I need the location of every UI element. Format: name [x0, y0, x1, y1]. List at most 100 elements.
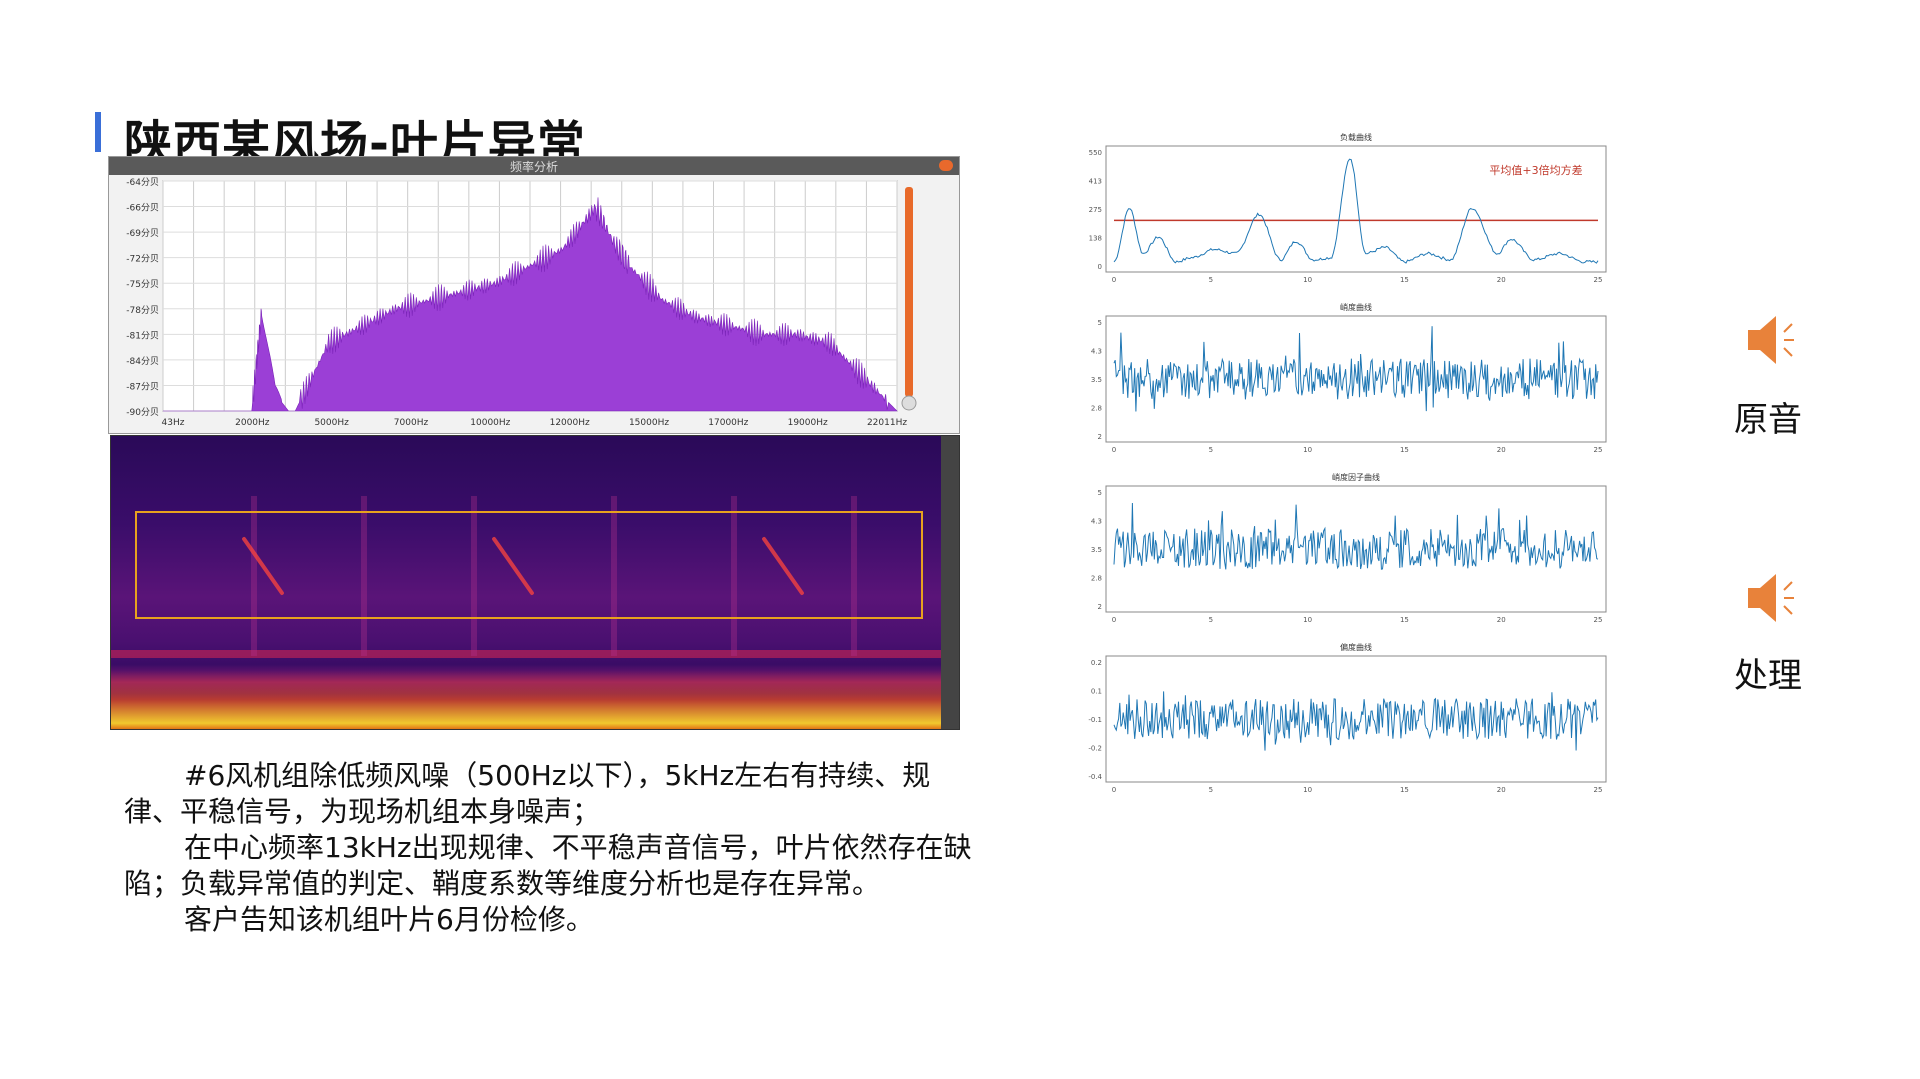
y-tick-label: 2.8	[1091, 575, 1102, 583]
y-tick-label: 0.2	[1091, 659, 1102, 667]
y-tick-label: -69分贝	[126, 228, 159, 239]
spectrogram-stripe	[851, 496, 857, 656]
x-tick-label: 5000Hz	[314, 418, 349, 428]
x-tick-label: 25	[1594, 616, 1603, 624]
y-tick-label: 275	[1089, 206, 1102, 214]
spectrogram-scale	[941, 436, 959, 729]
chart-title: 偏度曲线	[1340, 642, 1372, 652]
y-tick-label: -66分贝	[126, 203, 159, 214]
close-icon[interactable]	[939, 160, 953, 171]
x-tick-label: 5	[1209, 616, 1213, 624]
spectrogram-band	[111, 650, 959, 658]
chart-title: 负载曲线	[1340, 132, 1372, 142]
x-tick-label: 0	[1112, 276, 1116, 284]
speaker-icon	[1748, 316, 1794, 364]
spectrogram-stripe	[471, 496, 477, 656]
y-tick-label: 4.3	[1091, 348, 1102, 356]
y-tick-label: -81分贝	[126, 330, 159, 341]
original-audio-label: 原音	[1734, 400, 1802, 440]
frequency-analysis-window: 频率分析 -64分贝 -66分贝 -69分贝 -72分贝 -75分贝 -78分贝 -81分贝…	[108, 156, 960, 434]
x-tick-label: 15	[1400, 446, 1409, 454]
y-tick-label: -0.1	[1088, 716, 1102, 724]
x-tick-label: 5	[1209, 786, 1213, 794]
x-tick-label: 2000Hz	[235, 418, 270, 428]
y-tick-label: 3.5	[1091, 376, 1102, 384]
y-tick-label: 5	[1098, 489, 1102, 497]
y-tick-label: 2.8	[1091, 405, 1102, 413]
x-tick-label: 10000Hz	[470, 418, 510, 428]
x-tick-label: 12000Hz	[550, 418, 590, 428]
x-tick-label: 15000Hz	[629, 418, 669, 428]
y-tick-label: 5	[1098, 319, 1102, 327]
original-audio-button[interactable]	[1742, 310, 1802, 370]
description-text: #6风机组除低频风噪（500Hz以下），5kHz左右有持续、规律、平稳信号，为现…	[124, 758, 984, 938]
x-tick-label: 20	[1497, 446, 1506, 454]
y-tick-label: 3.5	[1091, 546, 1102, 554]
y-tick-label: 0.1	[1091, 688, 1102, 696]
y-tick-label: 0	[1098, 263, 1102, 271]
x-tick-label: 10	[1303, 616, 1312, 624]
x-tick-label: 20	[1497, 276, 1506, 284]
series-line	[1113, 158, 1599, 264]
x-tick-label: 20	[1497, 786, 1506, 794]
chart-panel: 偏度曲线 -0.4 -0.2 -0.1 0.1 0.2 0 5 10 15 20 25	[1088, 642, 1607, 794]
processed-audio-button[interactable]	[1742, 568, 1802, 628]
x-tick-label: 25	[1594, 786, 1603, 794]
x-tick-label: 25	[1594, 446, 1603, 454]
y-tick-label: 550	[1089, 149, 1102, 157]
spectrum-chart: -64分贝 -66分贝 -69分贝 -72分贝 -75分贝 -78分贝 -81分贝 -84分贝…	[126, 177, 917, 428]
spectrogram-image	[110, 435, 960, 730]
plot-area	[1105, 145, 1607, 273]
y-tick-label: -64分贝	[126, 177, 159, 188]
anomaly-highlight-box	[135, 511, 923, 619]
y-tick-label: 4.3	[1091, 518, 1102, 526]
title-accent-bar	[95, 112, 101, 152]
processed-audio-label: 处理	[1734, 656, 1802, 696]
chart-panel: 负载曲线 0 138 275 413 550 0 5 10 15 20 25 平均值+3倍均方差	[1089, 132, 1607, 284]
y-tick-label: -0.2	[1088, 745, 1102, 753]
slider-handle	[901, 395, 917, 411]
x-tick-label: 7000Hz	[394, 418, 429, 428]
y-tick-label: -78分贝	[126, 305, 159, 316]
speaker-icon	[1748, 574, 1794, 622]
plot-area	[1105, 655, 1607, 783]
spectrogram-stripe	[361, 496, 367, 656]
chart-title: 峭度因子曲线	[1332, 472, 1380, 482]
description-line: #6风机组除低频风噪（500Hz以下），5kHz左右有持续、规律、平稳信号，为现…	[124, 759, 931, 828]
y-tick-label: -75分贝	[126, 279, 159, 290]
window-title: 频率分析	[509, 160, 558, 174]
spectrogram-stripe	[731, 496, 737, 656]
x-tick-label: 15	[1400, 276, 1409, 284]
spectrogram-stripe	[251, 496, 257, 656]
x-tick-label: 19000Hz	[788, 418, 828, 428]
x-tick-label: 43Hz	[162, 418, 185, 428]
y-tick-label: -87分贝	[126, 381, 159, 392]
y-tick-label: -72分贝	[126, 254, 159, 265]
y-tick-label: 2	[1098, 603, 1102, 611]
x-tick-label: 15	[1400, 616, 1409, 624]
spectrum-area	[163, 197, 898, 412]
x-tick-label: 5	[1209, 446, 1213, 454]
x-tick-label: 10	[1303, 276, 1312, 284]
spectrogram-stripe	[611, 496, 617, 656]
window-titlebar: 频率分析	[109, 157, 959, 175]
chart-title: 峭度曲线	[1340, 302, 1372, 312]
y-tick-label: 138	[1089, 235, 1102, 243]
y-tick-label: -0.4	[1088, 773, 1102, 781]
description-line: 在中心频率13kHz出现规律、不平稳声音信号，叶片依然存在缺陷；负载异常值的判定…	[124, 831, 972, 900]
y-tick-label: 2	[1098, 433, 1102, 441]
x-tick-label: 22011Hz	[867, 418, 907, 428]
x-tick-label: 0	[1112, 446, 1116, 454]
x-tick-label: 0	[1112, 616, 1116, 624]
chart-panel: 峭度曲线 2 2.8 3.5 4.3 5 0 5 10 15 20 25	[1091, 302, 1607, 454]
y-tick-label: 413	[1089, 178, 1102, 186]
x-tick-label: 10	[1303, 786, 1312, 794]
x-tick-label: 20	[1497, 616, 1506, 624]
series-line	[1113, 691, 1599, 751]
x-tick-label: 15	[1400, 786, 1409, 794]
y-tick-label: -90分贝	[126, 407, 159, 418]
series-line	[1113, 326, 1599, 412]
series-line	[1113, 502, 1599, 570]
chart-panel: 峭度因子曲线 2 2.8 3.5 4.3 5 0 5 10 15 20 25	[1091, 472, 1607, 624]
